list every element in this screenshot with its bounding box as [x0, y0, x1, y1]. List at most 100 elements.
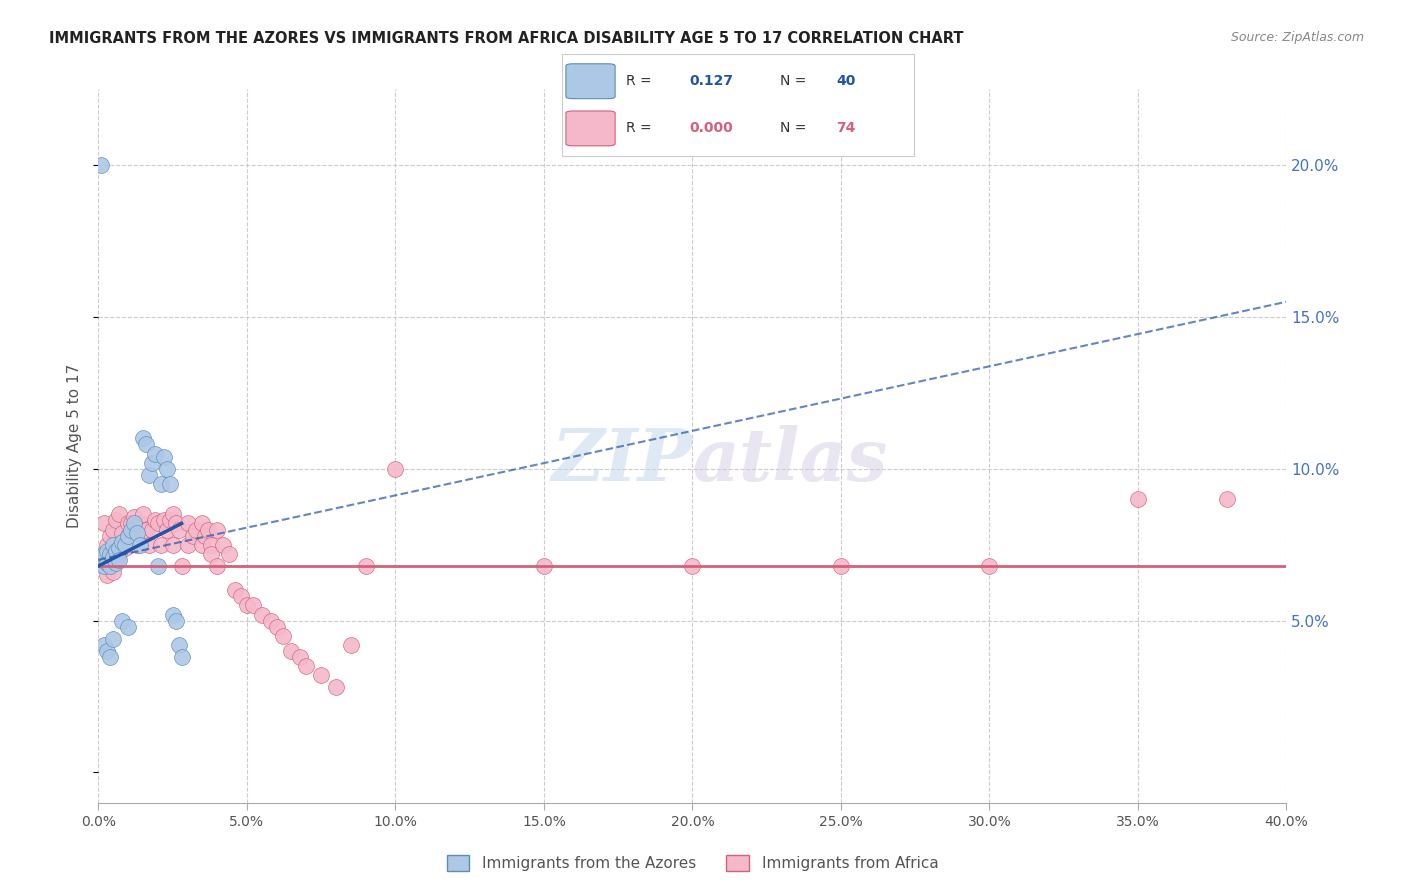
Point — [165, 516, 187, 531]
Point — [120, 523, 142, 537]
Point — [98, 650, 121, 665]
Point — [280, 644, 302, 658]
Point — [111, 525, 134, 540]
Point — [295, 659, 318, 673]
Point — [156, 462, 179, 476]
Text: atlas: atlas — [693, 425, 887, 496]
Text: 0.000: 0.000 — [689, 121, 733, 136]
Point — [108, 541, 131, 555]
Point — [98, 558, 121, 573]
Point — [162, 538, 184, 552]
Point — [90, 158, 112, 172]
Point — [207, 523, 229, 537]
Point — [260, 614, 283, 628]
Point — [197, 523, 219, 537]
Point — [271, 629, 294, 643]
Point — [135, 523, 157, 537]
Point — [1126, 492, 1149, 507]
Point — [167, 523, 190, 537]
Point — [149, 477, 172, 491]
Point — [117, 620, 139, 634]
Point — [309, 668, 332, 682]
Point — [167, 638, 190, 652]
Point — [93, 556, 115, 570]
FancyBboxPatch shape — [565, 64, 616, 99]
Point — [159, 513, 181, 527]
Text: R =: R = — [626, 121, 651, 136]
Point — [125, 525, 148, 540]
Point — [138, 538, 160, 552]
Point — [162, 607, 184, 622]
Point — [132, 508, 155, 522]
Point — [103, 523, 125, 537]
Point — [200, 547, 222, 561]
Point — [176, 516, 198, 531]
Point — [98, 558, 121, 573]
Text: Source: ZipAtlas.com: Source: ZipAtlas.com — [1230, 31, 1364, 45]
Point — [170, 650, 193, 665]
Point — [105, 543, 128, 558]
Point — [135, 437, 157, 451]
Point — [191, 516, 214, 531]
Text: ZIP: ZIP — [551, 425, 693, 496]
Point — [290, 650, 312, 665]
Point — [354, 558, 377, 573]
Point — [96, 568, 118, 582]
Point — [108, 508, 131, 522]
Point — [156, 523, 179, 537]
Point — [152, 513, 174, 527]
Text: 0.127: 0.127 — [689, 74, 733, 88]
Point — [207, 558, 229, 573]
Point — [111, 614, 134, 628]
Point — [105, 513, 128, 527]
Point — [93, 638, 115, 652]
Point — [90, 549, 112, 564]
Point — [242, 599, 264, 613]
Point — [96, 538, 118, 552]
Point — [141, 523, 163, 537]
Point — [533, 558, 555, 573]
Point — [162, 508, 184, 522]
Point — [194, 528, 217, 542]
Point — [218, 547, 240, 561]
Point — [122, 516, 145, 531]
Text: 40: 40 — [837, 74, 856, 88]
Point — [117, 516, 139, 531]
Legend: Immigrants from the Azores, Immigrants from Africa: Immigrants from the Azores, Immigrants f… — [440, 849, 945, 877]
Point — [224, 583, 246, 598]
Point — [149, 538, 172, 552]
Point — [141, 456, 163, 470]
Text: R =: R = — [626, 74, 651, 88]
Point — [117, 528, 139, 542]
Point — [103, 565, 125, 579]
Point — [200, 538, 222, 552]
Point — [111, 538, 134, 552]
Point — [143, 447, 166, 461]
Point — [152, 450, 174, 464]
Point — [132, 431, 155, 445]
Point — [384, 462, 406, 476]
Point — [266, 620, 288, 634]
Text: 74: 74 — [837, 121, 856, 136]
Point — [1216, 492, 1239, 507]
Point — [93, 558, 115, 573]
Point — [229, 590, 252, 604]
Point — [125, 523, 148, 537]
Point — [129, 516, 152, 531]
Point — [159, 477, 181, 491]
Point — [96, 644, 118, 658]
Point — [114, 538, 136, 552]
Point — [191, 538, 214, 552]
Point — [138, 467, 160, 482]
Point — [143, 513, 166, 527]
Point — [125, 538, 148, 552]
Point — [98, 547, 121, 561]
Point — [236, 599, 259, 613]
Point — [105, 553, 128, 567]
Point — [103, 632, 125, 646]
Point — [250, 607, 273, 622]
Point — [103, 538, 125, 552]
Point — [111, 534, 134, 549]
Point — [117, 528, 139, 542]
Point — [103, 549, 125, 564]
